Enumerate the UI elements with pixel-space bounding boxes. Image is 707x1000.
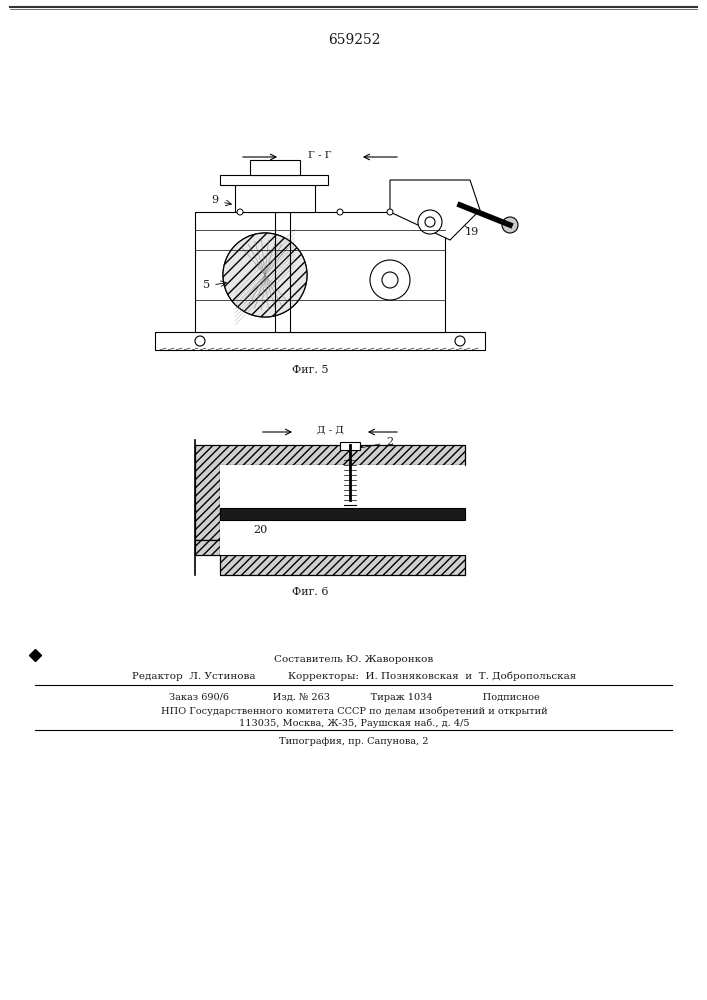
- Bar: [195, 212, 445, 332]
- Text: НПО Государственного комитета СССР по делам изобретений и открытий: НПО Государственного комитета СССР по де…: [160, 706, 547, 716]
- Circle shape: [223, 233, 307, 317]
- Text: 2: 2: [387, 437, 394, 447]
- Bar: [250, 160, 300, 175]
- Circle shape: [418, 210, 442, 234]
- Circle shape: [195, 336, 205, 346]
- Bar: [220, 508, 465, 520]
- Bar: [220, 175, 328, 185]
- Text: Г - Г: Г - Г: [308, 150, 332, 159]
- Bar: [220, 465, 465, 555]
- Circle shape: [237, 209, 243, 215]
- Circle shape: [337, 209, 343, 215]
- Circle shape: [425, 217, 435, 227]
- Text: Заказ 690/6              Изд. № 263             Тираж 1034                Подпис: Заказ 690/6 Изд. № 263 Тираж 1034 Подпис: [169, 694, 539, 702]
- Text: Фиг. 6: Фиг. 6: [292, 587, 328, 597]
- Text: 20: 20: [253, 525, 267, 535]
- Circle shape: [223, 233, 307, 317]
- Bar: [340, 442, 360, 450]
- Circle shape: [382, 272, 398, 288]
- Text: Фиг. 5: Фиг. 5: [292, 365, 328, 375]
- Text: 113035, Москва, Ж-35, Раушская наб., д. 4/5: 113035, Москва, Ж-35, Раушская наб., д. …: [239, 718, 469, 728]
- Bar: [155, 332, 485, 350]
- Polygon shape: [195, 540, 465, 575]
- Text: Типография, пр. Сапунова, 2: Типография, пр. Сапунова, 2: [279, 738, 428, 746]
- Circle shape: [370, 260, 410, 300]
- Text: Редактор  Л. Устинова          Корректоры:  И. Позняковская  и  Т. Добропольская: Редактор Л. Устинова Корректоры: И. Позн…: [132, 671, 576, 681]
- Circle shape: [387, 209, 393, 215]
- Text: Д - Д: Д - Д: [317, 426, 344, 434]
- Text: Составитель Ю. Жаворонков: Составитель Ю. Жаворонков: [274, 656, 433, 664]
- Circle shape: [455, 336, 465, 346]
- Circle shape: [502, 217, 518, 233]
- Polygon shape: [390, 180, 480, 240]
- Text: 659252: 659252: [328, 33, 380, 47]
- Polygon shape: [195, 445, 465, 540]
- Text: 19: 19: [465, 227, 479, 237]
- Text: 5: 5: [204, 280, 211, 290]
- Text: 9: 9: [211, 195, 218, 205]
- Bar: [235, 182, 315, 212]
